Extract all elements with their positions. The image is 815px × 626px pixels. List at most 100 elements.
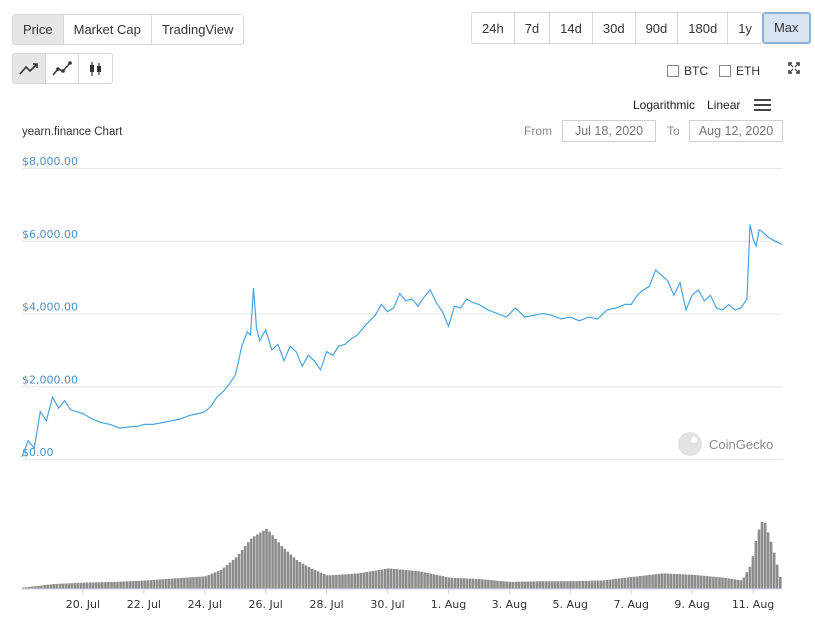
volume-bar [146, 580, 150, 589]
volume-bar [61, 583, 65, 589]
range-7d-button[interactable]: 7d [513, 12, 550, 44]
range-24h-button[interactable]: 24h [471, 12, 514, 44]
ohlc-line-chart-button[interactable] [46, 54, 79, 83]
volume-bar [174, 578, 177, 589]
x-tick-label: 11. Aug [732, 598, 774, 611]
volume-bar [316, 571, 320, 589]
volume-bar [234, 557, 238, 589]
chart-title: yearn.finance Chart [22, 126, 123, 138]
volume-bar [554, 581, 557, 589]
volume-bar [371, 571, 375, 589]
volume-bar [718, 577, 721, 589]
volume-bar [310, 568, 314, 589]
volume-bar [210, 573, 214, 589]
volume-bar [380, 569, 384, 589]
volume-bar [435, 574, 438, 589]
volume-bar [496, 580, 499, 589]
volume-bar [271, 535, 274, 589]
volume-bar [326, 575, 329, 589]
linear-scale-button[interactable]: Linear [707, 98, 741, 112]
volume-bar [64, 583, 68, 589]
volume-bar [733, 579, 736, 589]
volume-bar [420, 571, 423, 589]
tab-market-cap[interactable]: Market Cap [63, 15, 152, 44]
volume-bar [617, 578, 621, 589]
range-30d-button[interactable]: 30d [591, 12, 635, 44]
volume-bar [575, 581, 578, 589]
fullscreen-button[interactable] [784, 58, 804, 78]
y-tick-label: $4,000.00 [22, 301, 78, 314]
volume-bar [405, 570, 408, 589]
volume-bar [456, 578, 460, 589]
volume-bar [478, 579, 481, 589]
eth-checkbox[interactable] [719, 65, 731, 77]
volume-bar [569, 581, 572, 589]
volume-bar [228, 562, 232, 589]
volume-bar [137, 580, 141, 589]
range-90d-button[interactable]: 90d [634, 12, 678, 44]
price-line [21, 224, 783, 458]
volume-bar [587, 580, 590, 589]
chart-menu-icon[interactable] [754, 96, 772, 114]
volume-bar [493, 580, 496, 589]
volume-bar [82, 582, 86, 589]
volume-bar [128, 581, 131, 589]
volume-bar [359, 573, 362, 589]
volume-bar [79, 582, 83, 589]
volume-bar [231, 560, 235, 589]
volume-bar [88, 582, 92, 589]
volume-bar [43, 585, 46, 589]
range-selector: 24h 7d 14d 30d 90d 180d 1y Max [471, 12, 811, 44]
volume-bar [386, 568, 390, 589]
volume-bar [651, 574, 654, 589]
volume-bar [520, 581, 524, 589]
range-1y-button[interactable]: 1y [727, 12, 762, 44]
volume-bar [441, 576, 445, 589]
volume-bar [122, 581, 125, 589]
volume-bar [70, 583, 74, 589]
volume-bar [192, 577, 195, 589]
volume-bar [338, 574, 341, 589]
scale-selector: Logarithmic Linear [633, 96, 772, 114]
volume-bar [201, 576, 204, 589]
volume-bar [110, 582, 113, 589]
volume-bar [304, 565, 308, 589]
volume-bar [259, 532, 262, 589]
volume-bar [268, 531, 271, 589]
logarithmic-scale-button[interactable]: Logarithmic [633, 98, 696, 112]
x-tick-label: 3. Aug [492, 598, 527, 611]
volume-bar [690, 574, 694, 589]
tab-tradingview[interactable]: TradingView [151, 15, 244, 44]
volume-bar [389, 568, 393, 589]
compare-btc[interactable]: BTC [667, 64, 708, 78]
volume-bar [91, 582, 95, 589]
compare-eth[interactable]: ETH [719, 64, 760, 78]
volume-bar [614, 578, 618, 589]
range-180d-button[interactable]: 180d [677, 12, 728, 44]
volume-bar [636, 576, 639, 589]
volume-bar [195, 576, 198, 589]
volume-bar [213, 572, 217, 589]
volume-bar [131, 581, 134, 589]
volume-bar [526, 581, 530, 589]
volume-bar [149, 580, 153, 589]
volume-bar [523, 581, 527, 589]
volume-bar [22, 587, 25, 589]
volume-bar [739, 580, 742, 589]
x-tick-label: 7. Aug [613, 598, 648, 611]
range-14d-button[interactable]: 14d [549, 12, 592, 44]
volume-bar [134, 580, 138, 589]
volume-bar [648, 574, 651, 589]
candlestick-chart-button[interactable] [79, 54, 112, 83]
x-axis-ticks: 20. Jul 22. Jul 24. Jul 26. Jul 28. Jul 30. J… [66, 589, 774, 611]
volume-bar [447, 577, 451, 589]
tab-price[interactable]: Price [13, 15, 64, 44]
volume-bar [627, 577, 630, 589]
line-chart-button[interactable] [13, 54, 46, 83]
btc-checkbox[interactable] [667, 65, 679, 77]
from-date-input[interactable]: Jul 18, 2020 [562, 120, 656, 142]
to-date-input[interactable]: Aug 12, 2020 [689, 120, 783, 142]
range-max-button[interactable]: Max [761, 12, 811, 44]
from-label: From [524, 124, 552, 138]
volume-bar [140, 580, 144, 589]
